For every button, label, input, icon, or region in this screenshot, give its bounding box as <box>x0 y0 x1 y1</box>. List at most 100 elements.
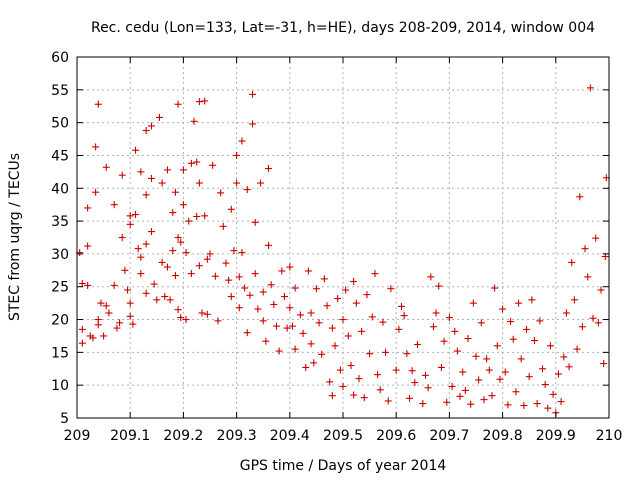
data-point <box>411 379 419 387</box>
chart-title: Rec. cedu (Lon=133, Lat=-31, h=HE), days… <box>91 20 595 36</box>
data-point <box>78 325 86 333</box>
data-point <box>339 316 347 324</box>
data-point <box>387 285 395 293</box>
data-point <box>201 212 209 220</box>
data-point <box>142 289 150 297</box>
data-point <box>310 359 318 367</box>
data-point <box>347 361 355 369</box>
data-point <box>437 363 445 371</box>
data-point <box>84 204 92 212</box>
data-point <box>334 295 342 303</box>
data-point <box>201 97 209 105</box>
data-point <box>246 291 254 299</box>
data-point <box>142 191 150 199</box>
data-point <box>515 299 523 307</box>
data-point <box>539 365 546 373</box>
data-point <box>560 353 568 361</box>
y-tick-label: 60 <box>51 50 69 66</box>
x-tick-label: 209.6 <box>376 428 416 444</box>
data-point <box>523 325 531 333</box>
data-point <box>273 322 280 330</box>
data-point <box>84 242 92 250</box>
data-point <box>129 320 137 328</box>
data-point <box>525 373 533 381</box>
data-point <box>499 305 507 313</box>
data-point <box>280 293 288 301</box>
x-tick-label: 209.1 <box>110 428 150 444</box>
data-point <box>259 288 267 296</box>
data-point <box>137 253 145 261</box>
data-point <box>121 266 129 274</box>
y-tick-labels: 5 10 15 20 25 30 35 40 45 50 55 60 <box>51 50 69 427</box>
data-point <box>453 347 461 355</box>
data-point <box>504 401 512 409</box>
data-point <box>594 319 602 327</box>
data-point <box>302 363 310 371</box>
data-point <box>371 270 379 278</box>
data-point <box>193 212 201 220</box>
data-point <box>190 117 198 125</box>
y-tick-label: 5 <box>60 411 69 427</box>
data-point <box>368 313 376 321</box>
data-point <box>304 267 312 275</box>
x-tick-label: 209.8 <box>483 428 523 444</box>
data-point <box>254 305 262 313</box>
data-point <box>262 337 270 345</box>
data-point <box>243 186 251 194</box>
y-tick-label: 50 <box>51 116 69 132</box>
data-point <box>451 327 459 335</box>
data-point <box>467 400 475 408</box>
data-point <box>249 120 257 128</box>
data-point <box>483 355 491 363</box>
data-point <box>126 312 134 320</box>
data-point <box>413 340 421 348</box>
data-point <box>241 284 249 292</box>
data-point <box>520 402 528 410</box>
data-point <box>110 201 118 209</box>
data-point <box>546 342 554 350</box>
data-point <box>557 398 565 406</box>
data-point <box>233 151 241 159</box>
y-tick-label: 10 <box>51 378 69 394</box>
data-point <box>328 392 336 400</box>
data-point <box>493 342 501 350</box>
y-axis-label: STEC from uqrg / TECUs <box>7 153 23 321</box>
y-tick-label: 15 <box>51 345 69 361</box>
data-point <box>163 263 171 271</box>
data-point <box>259 317 267 325</box>
data-point <box>169 209 177 217</box>
data-point <box>134 245 142 253</box>
data-point <box>238 137 246 145</box>
data-point <box>124 286 132 294</box>
data-point <box>132 211 140 219</box>
data-point <box>169 247 177 255</box>
data-point <box>320 275 328 283</box>
data-point <box>214 317 222 325</box>
data-point <box>251 218 259 226</box>
data-point <box>443 398 451 406</box>
y-tick-label: 30 <box>51 247 69 263</box>
data-point <box>225 276 233 284</box>
data-point <box>312 285 320 293</box>
data-point <box>257 179 265 187</box>
data-point <box>110 281 118 289</box>
x-tick-label: 210 <box>596 428 623 444</box>
data-point <box>171 272 179 280</box>
x-tick-label: 209.4 <box>270 428 310 444</box>
data-point <box>203 310 211 318</box>
data-point <box>171 188 179 196</box>
data-point <box>488 392 496 400</box>
y-tick-label: 55 <box>51 83 69 99</box>
data-point <box>174 100 182 108</box>
data-point <box>89 334 97 342</box>
data-point <box>379 318 387 326</box>
data-point <box>118 171 126 179</box>
data-point <box>475 376 483 384</box>
data-point <box>158 258 166 266</box>
data-point <box>222 259 230 267</box>
data-point <box>102 163 110 171</box>
data-point <box>84 281 92 289</box>
data-point <box>238 249 246 257</box>
data-point <box>147 174 155 182</box>
data-point <box>97 299 105 307</box>
